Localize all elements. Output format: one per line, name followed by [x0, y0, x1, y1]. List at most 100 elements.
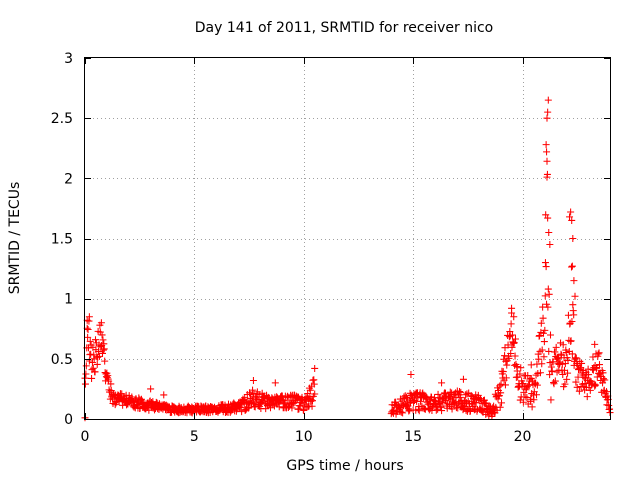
data-point [300, 406, 308, 414]
data-point [84, 333, 92, 341]
data-point [571, 292, 579, 300]
data-point [99, 346, 107, 354]
data-point [549, 358, 557, 366]
data-point [149, 398, 157, 406]
data-point [539, 314, 547, 322]
x-tick-label: 20 [514, 429, 532, 445]
data-point [95, 348, 103, 356]
data-point [399, 409, 407, 417]
data-point [468, 399, 476, 407]
data-point [249, 386, 257, 394]
y-tick-label: 0 [64, 412, 73, 428]
data-point [87, 350, 95, 358]
plot-frame [84, 57, 611, 420]
data-point [546, 241, 554, 249]
data-point [498, 399, 505, 407]
data-point [563, 375, 571, 383]
x-tick-label: 0 [81, 429, 90, 445]
data-point [107, 380, 115, 388]
data-point [501, 352, 509, 360]
data-point [457, 388, 465, 396]
y-tick-label: 1 [64, 292, 73, 308]
data-point [601, 376, 609, 384]
data-point [456, 388, 463, 396]
data-point [536, 332, 544, 340]
data-point [586, 386, 594, 394]
data-point [519, 380, 527, 388]
data-point [530, 396, 538, 404]
data-point [501, 381, 509, 389]
data-point [249, 399, 257, 407]
data-point [575, 387, 583, 395]
data-point [101, 357, 109, 365]
data-point [527, 361, 535, 369]
data-point [434, 390, 442, 398]
data-point [547, 331, 554, 339]
data-point [533, 381, 541, 389]
data-point [568, 350, 576, 358]
data-point [508, 343, 516, 351]
data-point [497, 380, 505, 388]
data-point [569, 235, 577, 242]
data-point [82, 370, 90, 378]
data-point [559, 341, 567, 349]
data-point [544, 285, 552, 293]
data-point [540, 329, 547, 337]
data-point [570, 277, 578, 285]
data-point [510, 313, 518, 321]
data-point [91, 368, 99, 376]
data-point [463, 399, 470, 407]
data-point [403, 393, 411, 401]
data-point [86, 337, 94, 345]
data-point [567, 337, 575, 345]
data-point [544, 108, 552, 116]
data-point [574, 373, 582, 381]
data-point [310, 380, 318, 388]
x-axis-label: GPS time / hours [286, 458, 403, 474]
data-point [84, 326, 92, 334]
data-point [533, 391, 540, 399]
data-point [543, 114, 551, 122]
data-point [462, 391, 470, 399]
data-point [508, 331, 516, 339]
x-tick-label: 10 [295, 429, 313, 445]
data-point [508, 304, 516, 312]
data-point [88, 374, 96, 382]
chart-title: Day 141 of 2011, SRMTID for receiver nic… [195, 20, 493, 36]
data-point [448, 405, 456, 413]
data-point [511, 352, 519, 360]
data-point [512, 335, 519, 343]
data-point [540, 338, 548, 346]
data-point [543, 157, 551, 165]
data-point [592, 381, 600, 389]
data-point [564, 356, 572, 364]
data-points [81, 96, 614, 422]
data-point [138, 397, 146, 405]
data-point [306, 386, 314, 394]
data-point [547, 396, 555, 404]
data-point [564, 369, 572, 377]
data-point [517, 364, 525, 372]
data-point [542, 263, 550, 271]
data-point [497, 389, 505, 397]
data-point [482, 399, 490, 407]
data-point [238, 408, 246, 416]
data-point [535, 355, 543, 363]
data-point [583, 393, 591, 401]
data-point [88, 359, 96, 367]
data-point [537, 319, 545, 327]
data-point [463, 390, 471, 398]
data-point [538, 346, 546, 354]
data-point [496, 382, 504, 390]
data-point [85, 313, 93, 321]
data-point [594, 350, 602, 358]
data-point [541, 292, 549, 300]
data-point [407, 370, 415, 378]
data-point [288, 404, 296, 412]
data-point [568, 263, 575, 271]
data-point [521, 393, 529, 401]
data-point [544, 303, 552, 311]
data-point [567, 208, 575, 216]
data-point [311, 390, 319, 398]
